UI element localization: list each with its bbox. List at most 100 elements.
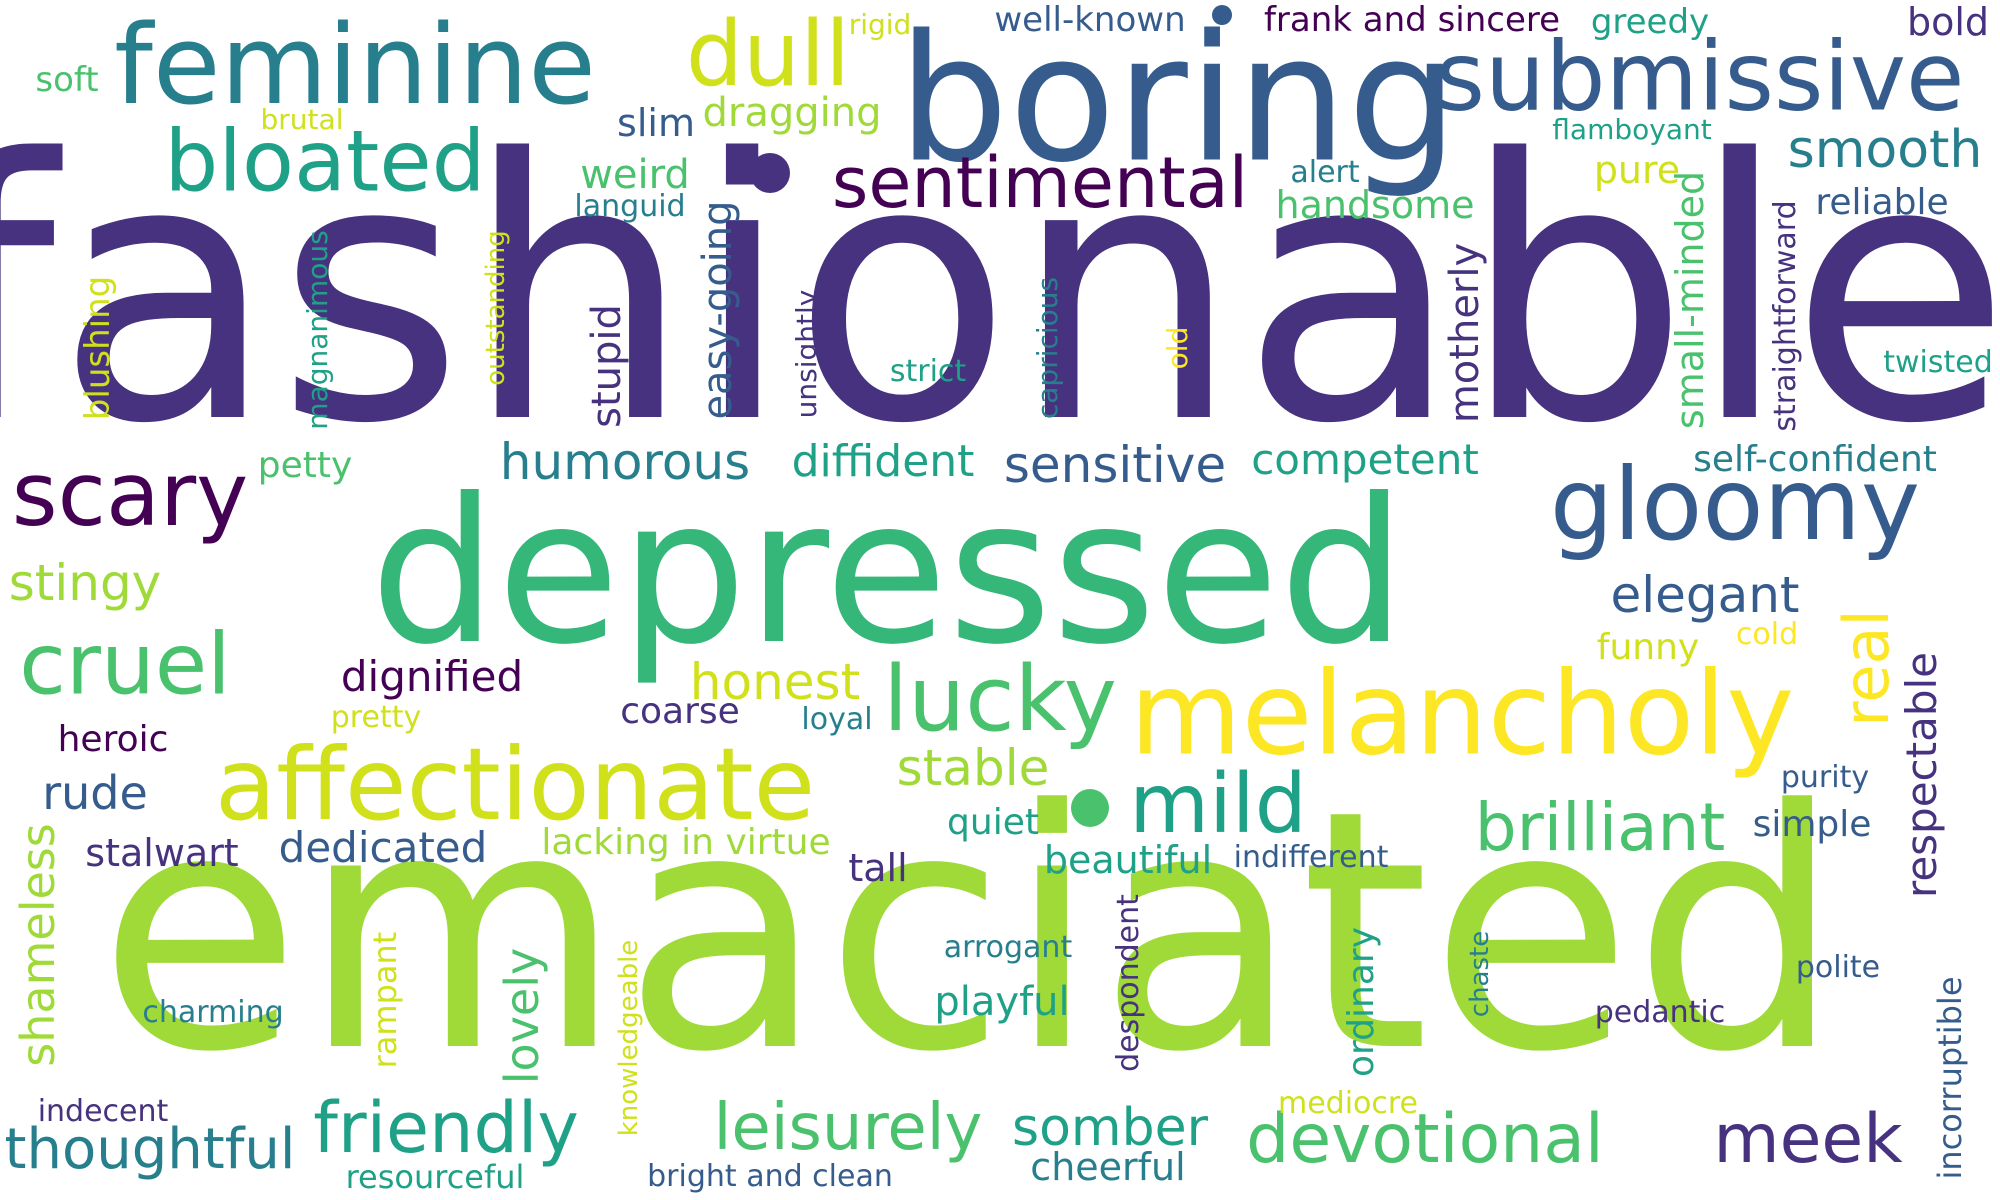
- word: dignified: [340, 652, 524, 701]
- word: easy-going: [695, 200, 741, 420]
- word: resourceful: [345, 1158, 525, 1196]
- word: dragging: [702, 90, 882, 136]
- word: chaste: [1465, 930, 1495, 1018]
- word: motherly: [1442, 242, 1488, 424]
- word: friendly: [313, 1087, 579, 1169]
- word: lucky: [883, 647, 1117, 752]
- word: stable: [896, 739, 1050, 797]
- word: sentimental: [831, 142, 1249, 224]
- word: submissive: [1435, 22, 1965, 133]
- word: bold: [1906, 0, 1990, 44]
- dot-marker: [1071, 789, 1109, 827]
- word: emaciated: [98, 740, 1842, 1124]
- word: weird: [580, 152, 690, 198]
- word: straightforward: [1768, 200, 1803, 432]
- word: stingy: [8, 554, 162, 612]
- word: rude: [42, 766, 148, 820]
- word: honest: [689, 653, 861, 711]
- word: outstanding: [481, 230, 511, 386]
- word: magnanimous: [301, 230, 334, 430]
- word: flamboyant: [1552, 113, 1712, 146]
- word: thoughtful: [4, 1117, 296, 1182]
- word: strict: [889, 354, 967, 389]
- word: real: [1830, 609, 1903, 727]
- word: quiet: [947, 802, 1039, 843]
- word: tall: [848, 846, 908, 890]
- word: soft: [35, 60, 99, 100]
- word: purity: [1780, 760, 1870, 795]
- word: feminine: [114, 1, 596, 129]
- word: indecent: [37, 1094, 169, 1129]
- word: incorruptible: [1931, 976, 1969, 1180]
- word: stupid: [584, 304, 630, 428]
- word: despondent: [1111, 894, 1146, 1072]
- word: boring: [897, 0, 1459, 202]
- word: shameless: [11, 823, 65, 1067]
- word: dull: [685, 2, 851, 107]
- word: bright and clean: [647, 1159, 893, 1194]
- word: lacking in virtue: [541, 822, 831, 863]
- word: pure: [1593, 148, 1681, 192]
- word: respectable: [1897, 651, 1946, 899]
- word: pretty: [330, 700, 422, 735]
- word: reliable: [1815, 182, 1949, 223]
- word: leisurely: [713, 1091, 983, 1165]
- word: capricious: [1031, 276, 1064, 420]
- word: blushing: [78, 275, 118, 421]
- word: somber: [1012, 1098, 1208, 1158]
- word: humorous: [499, 433, 751, 491]
- word: sensitive: [1003, 436, 1227, 494]
- word: handsome: [1275, 183, 1475, 227]
- word: brutal: [260, 103, 344, 136]
- word: greedy: [1590, 2, 1710, 42]
- word: fashionable: [0, 83, 2000, 502]
- word: smooth: [1787, 120, 1983, 180]
- word: beautiful: [1043, 838, 1213, 882]
- word: scary: [11, 443, 249, 546]
- word: old: [1161, 326, 1194, 370]
- word: mild: [1129, 757, 1307, 852]
- word: coarse: [620, 691, 740, 732]
- word: brilliant: [1474, 789, 1726, 866]
- word: funny: [1596, 627, 1700, 668]
- word: slim: [617, 101, 695, 145]
- word: dedicated: [278, 823, 488, 872]
- word: depressed: [369, 456, 1407, 689]
- word: frank and sincere: [1263, 0, 1561, 40]
- word: unsightly: [790, 289, 823, 419]
- word: self-confident: [1693, 439, 1937, 480]
- word: twisted: [1883, 345, 1993, 380]
- word: devotional: [1246, 1100, 1604, 1179]
- word: melancholy: [1129, 647, 1795, 782]
- word: diffident: [791, 436, 975, 487]
- word: competent: [1251, 435, 1479, 484]
- word: cruel: [19, 615, 231, 715]
- word: heroic: [57, 719, 169, 760]
- word: stalwart: [85, 831, 239, 875]
- word: simple: [1752, 804, 1872, 845]
- word: gloomy: [1549, 446, 1921, 563]
- word: charming: [142, 995, 284, 1030]
- word: ordinary: [1341, 926, 1382, 1078]
- word: petty: [257, 445, 353, 486]
- word: arrogant: [943, 930, 1073, 965]
- word: bloated: [164, 112, 486, 212]
- word: languid: [574, 189, 686, 224]
- word: polite: [1795, 950, 1881, 985]
- dot-marker: [750, 153, 790, 193]
- word: small-minded: [1668, 170, 1712, 430]
- word: pedantic: [1594, 995, 1726, 1030]
- word: alert: [1290, 155, 1360, 190]
- word: knowledgeable: [614, 939, 644, 1137]
- word: indifferent: [1233, 840, 1389, 875]
- word: well-known: [994, 0, 1186, 40]
- word: elegant: [1610, 566, 1800, 624]
- word: playful: [934, 979, 1070, 1025]
- word: rampant: [366, 931, 404, 1069]
- word: cheerful: [1030, 1145, 1186, 1189]
- word: lovely: [495, 947, 549, 1085]
- word: meek: [1713, 1100, 1903, 1179]
- dot-marker: [1212, 5, 1232, 25]
